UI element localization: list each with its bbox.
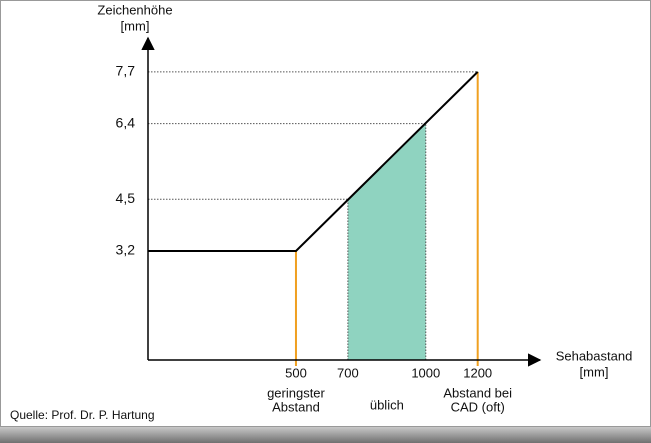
highlight-label: üblich xyxy=(370,397,404,412)
marker-label: geringster xyxy=(267,385,325,400)
marker-label: CAD (oft) xyxy=(451,399,505,414)
x-tick-label: 700 xyxy=(337,365,359,380)
y-tick-label: 7,7 xyxy=(116,63,136,79)
frame xyxy=(0,0,651,427)
x-tick-label: 1000 xyxy=(411,365,440,380)
x-axis-label: Sehabastand xyxy=(556,348,633,363)
highlight-band xyxy=(347,123,426,360)
source: Quelle: Prof. Dr. P. Hartung xyxy=(10,408,155,422)
x-tick-label: 1200 xyxy=(463,365,492,380)
y-axis-label: Zeichenhöhe xyxy=(97,2,172,17)
y-axis-label: [mm] xyxy=(121,18,150,33)
data-line xyxy=(148,71,479,252)
marker-label: Abstand bei xyxy=(443,385,512,400)
x-axis-label: [mm] xyxy=(580,364,609,379)
marker-label: Abstand xyxy=(272,399,320,414)
y-tick-label: 6,4 xyxy=(116,114,136,130)
x-tick-label: 500 xyxy=(285,365,307,380)
bottom-bar xyxy=(0,427,651,443)
y-tick-label: 3,2 xyxy=(116,242,136,258)
y-tick-label: 4,5 xyxy=(116,190,136,206)
